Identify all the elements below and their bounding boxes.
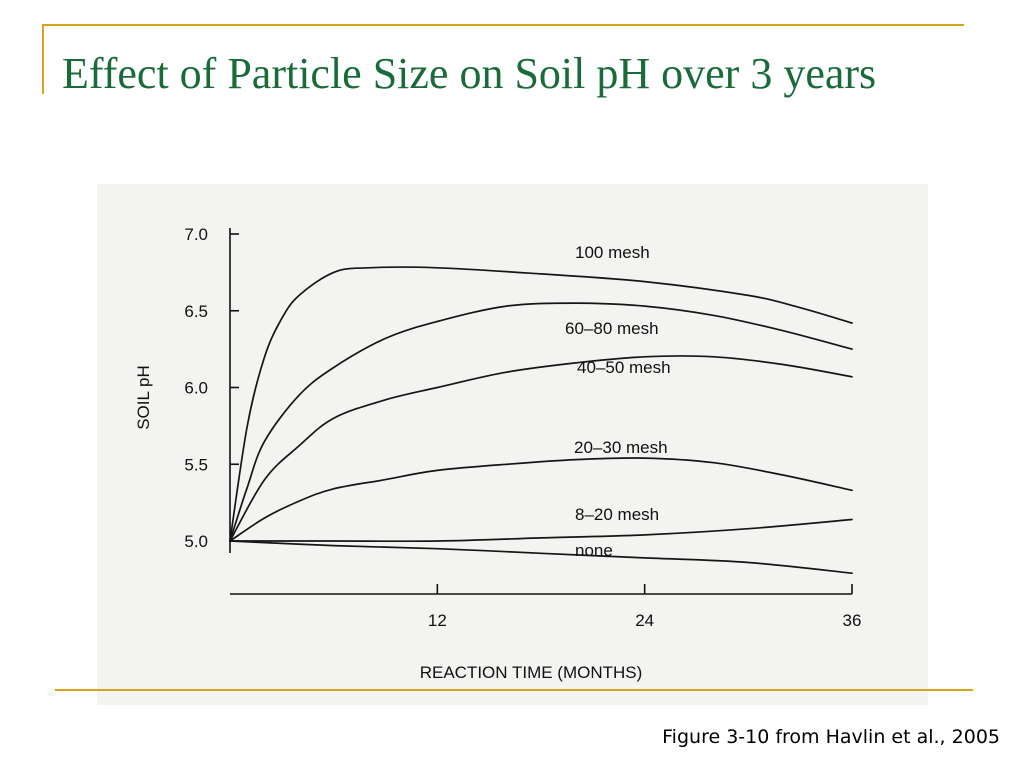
series-label-0: 100 mesh (575, 243, 650, 262)
series-label-5: none (575, 541, 613, 560)
series-label-1: 60–80 mesh (565, 319, 659, 338)
title-frame-left-rule (42, 24, 44, 94)
x-tick-label: 24 (635, 611, 654, 630)
y-tick-label: 6.5 (184, 302, 208, 321)
series-line-0 (229, 266, 853, 542)
series-line-3 (229, 457, 853, 542)
series-label-3: 20–30 mesh (574, 438, 668, 457)
x-tick-label: 36 (843, 611, 862, 630)
series-label-2: 40–50 mesh (577, 358, 671, 377)
series-line-4 (229, 518, 853, 543)
series-label-4: 8–20 mesh (575, 505, 659, 524)
y-tick-label: 6.0 (184, 379, 208, 398)
soil-ph-line-chart: 5.0 5.5 6.0 6.5 7.0 12 24 36 REACTION TIME (MONT… (134, 225, 861, 682)
series-line-5 (229, 540, 853, 575)
slide-title: Effect of Particle Size on Soil pH over … (62, 49, 877, 98)
series-line-2 (229, 355, 853, 542)
x-tick-label: 12 (428, 611, 447, 630)
figure-caption: Figure 3-10 from Havlin et al., 2005 (662, 726, 1000, 748)
slide-bottom-rule (55, 689, 973, 691)
chart-series (229, 266, 853, 575)
series-line-1 (229, 302, 853, 542)
chart-labels: 100 mesh 60–80 mesh 40–50 mesh 20–30 mesh 8–… (565, 243, 671, 560)
y-axis-title: SOIL pH (134, 365, 153, 430)
title-frame-top-rule (42, 24, 964, 26)
x-axis-title: REACTION TIME (MONTHS) (420, 663, 643, 682)
chart-axes: 5.0 5.5 6.0 6.5 7.0 12 24 36 REACTION TIME (MONT… (134, 225, 861, 682)
y-tick-label: 5.0 (184, 532, 208, 551)
y-tick-label: 5.5 (184, 455, 208, 474)
figure-panel: 5.0 5.5 6.0 6.5 7.0 12 24 36 REACTION TIME (MONT… (97, 184, 928, 705)
y-tick-label: 7.0 (184, 225, 208, 244)
